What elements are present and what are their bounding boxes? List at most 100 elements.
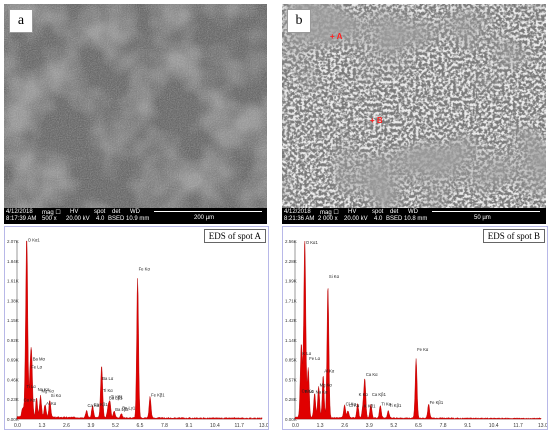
peak-label: Na Kα [316,390,328,395]
x-tick-label: 0.0 [292,423,299,429]
peak-label: K Lα [302,351,311,356]
panel-letter-b: b [287,9,311,33]
infobar-date: 4/12/2018 [284,209,311,215]
peak-label: Ba Lγ1 [122,406,136,411]
peak-label: Ca Kα [302,389,314,394]
x-tick-label: 2.6 [341,423,348,429]
x-tick-label: 10.4 [210,423,220,429]
peak-label: Ti Lα [305,389,315,394]
infobar-mag: 500 x [42,216,57,222]
peak-label: Ca Kα [24,397,36,402]
infobar-wd: 10.8 mm [404,216,428,222]
infobar-hv: 20.00 kV [344,216,368,222]
peak-label: Cl Kα [349,403,360,408]
peak-label: Ca Kα [88,403,100,408]
x-tick-label: 13.0 [538,423,547,429]
infobar-spot-label: spot [94,209,106,215]
x-tick-label: 10.4 [489,423,499,429]
y-tick-label: 0.00K [7,417,19,422]
x-tick-label: 3.9 [366,423,373,429]
peak-label: K Kβ1 [364,404,376,409]
peak-label: Fe Lα [31,365,42,370]
infobar-wd-label: WD [130,209,140,215]
y-tick-label: 1.84K [7,259,19,264]
scale-bar [432,211,540,212]
x-tick-label: 11.7 [513,423,523,429]
x-tick-label: 2.6 [63,423,70,429]
peak-label: Cl Kα [346,401,357,406]
eds-plot-b: 2.56K 2.28K 1.99K 1.71K 1.42K 1.14K 0.85K 0.57K… [285,239,547,429]
peak-label: Ba Lα [102,376,114,381]
infobar-mag-label: mag ☐ [42,210,61,216]
sem-texture-a [4,4,267,208]
y-tick-label: 0.57K [285,377,297,382]
x-tick-label: 7.8 [161,423,168,429]
x-tick-label: 0.0 [14,423,21,429]
peak-label: Ba Mα [33,357,46,362]
infobar-time: 8:21:36 AM [284,216,315,222]
peak-label: Ti Kα [103,388,113,393]
x-tick-label: 3.9 [88,423,95,429]
peak-label: Ti Kβ1 [111,395,124,400]
x-tick-label: 9.1 [464,423,471,429]
peak-label: Ca Kβ1 [372,392,387,397]
x-tick-label: 6.5 [137,423,144,429]
peak-label: K Kα [359,392,369,397]
sem-image-b: b + A + B [282,4,546,208]
scale-label: 50 µm [474,215,491,221]
y-tick-label: 0.69K [7,358,19,363]
peak-label: O Kα1 [306,240,319,245]
y-tick-label: 0.46K [7,377,19,382]
infobar-spot: 4.0 [96,216,105,222]
y-tick-label: 1.14K [285,338,297,343]
x-tick-label: 1.3 [39,423,46,429]
infobar-det-label: det [390,209,399,215]
infobar-det-label: det [112,209,121,215]
x-tick-label: 1.3 [317,423,324,429]
eds-title-a: EDS of spot A [203,229,266,243]
eds-plot-a: 2.07K 1.84K 1.61K 1.38K 1.15K 0.92K 0.69K 0.46K… [7,238,268,429]
infobar-date: 4/12/2018 [6,209,33,215]
infobar-hv: 20.00 kV [66,216,90,222]
x-tick-label: 5.2 [390,423,397,429]
y-tick-label: 1.42K [285,318,297,323]
y-tick-label: 0.92K [7,338,19,343]
peak-label: Mg Kα [42,389,55,394]
peak-label: Al Kα [46,401,57,406]
y-tick-label: 0.00K [285,417,297,422]
x-tick-label: 11.7 [235,423,245,429]
y-tick-label: 1.15K [7,318,19,323]
scale-bar [154,211,262,212]
peak-label: Fe Kα [139,267,151,272]
peak-label: Fe Kβ1 [430,400,444,405]
infobar-time: 8:17:39 AM [6,216,37,222]
y-tick-label: 1.61K [7,279,19,284]
infobar-wd-label: WD [408,209,418,215]
x-tick-label: 9.1 [186,423,193,429]
y-tick-label: 0.85K [285,358,297,363]
scale-label: 200 µm [194,215,215,221]
sem-infobar-a: 4/12/2018 8:17:39 AM mag ☐ 500 x HV 20.0… [4,208,267,224]
sem-infobar-b: 4/12/2018 8:21:36 AM mag ☐ 2 000 x HV 20… [282,208,546,224]
y-tick-label: 0.23K [7,397,19,402]
spot-marker-b: + B [370,116,383,125]
infobar-spot-label: spot [372,209,384,215]
peak-label: Ti Lα [26,384,36,389]
infobar-hv-label: HV [70,209,79,215]
y-tick-label: 1.38K [7,298,19,303]
eds-title-b: EDS of spot B [482,229,545,243]
spot-marker-a: + A [330,32,343,41]
peak-label: Ba Lβ1 [109,396,123,401]
y-tick-label: 1.71K [285,298,297,303]
y-tick-label: 2.28K [285,259,297,264]
eds-chart-a: 2.07K 1.84K 1.61K 1.38K 1.15K 0.92K 0.69K 0.46K… [4,226,269,430]
peak-label: O Kα1 [28,238,41,243]
infobar-mag-label: mag ☐ [320,210,339,216]
x-tick-label: 6.5 [415,423,422,429]
spectrum-area [294,240,542,420]
sem-image-a: a [4,4,267,208]
peak-label: Fe Lα [309,356,320,361]
infobar-det: BSED [108,216,125,222]
peak-label: Fe Kα [417,347,429,352]
panel-a: a 4/12/2018 8:17:39 AM mag ☐ 500 x HV 20… [4,4,269,430]
